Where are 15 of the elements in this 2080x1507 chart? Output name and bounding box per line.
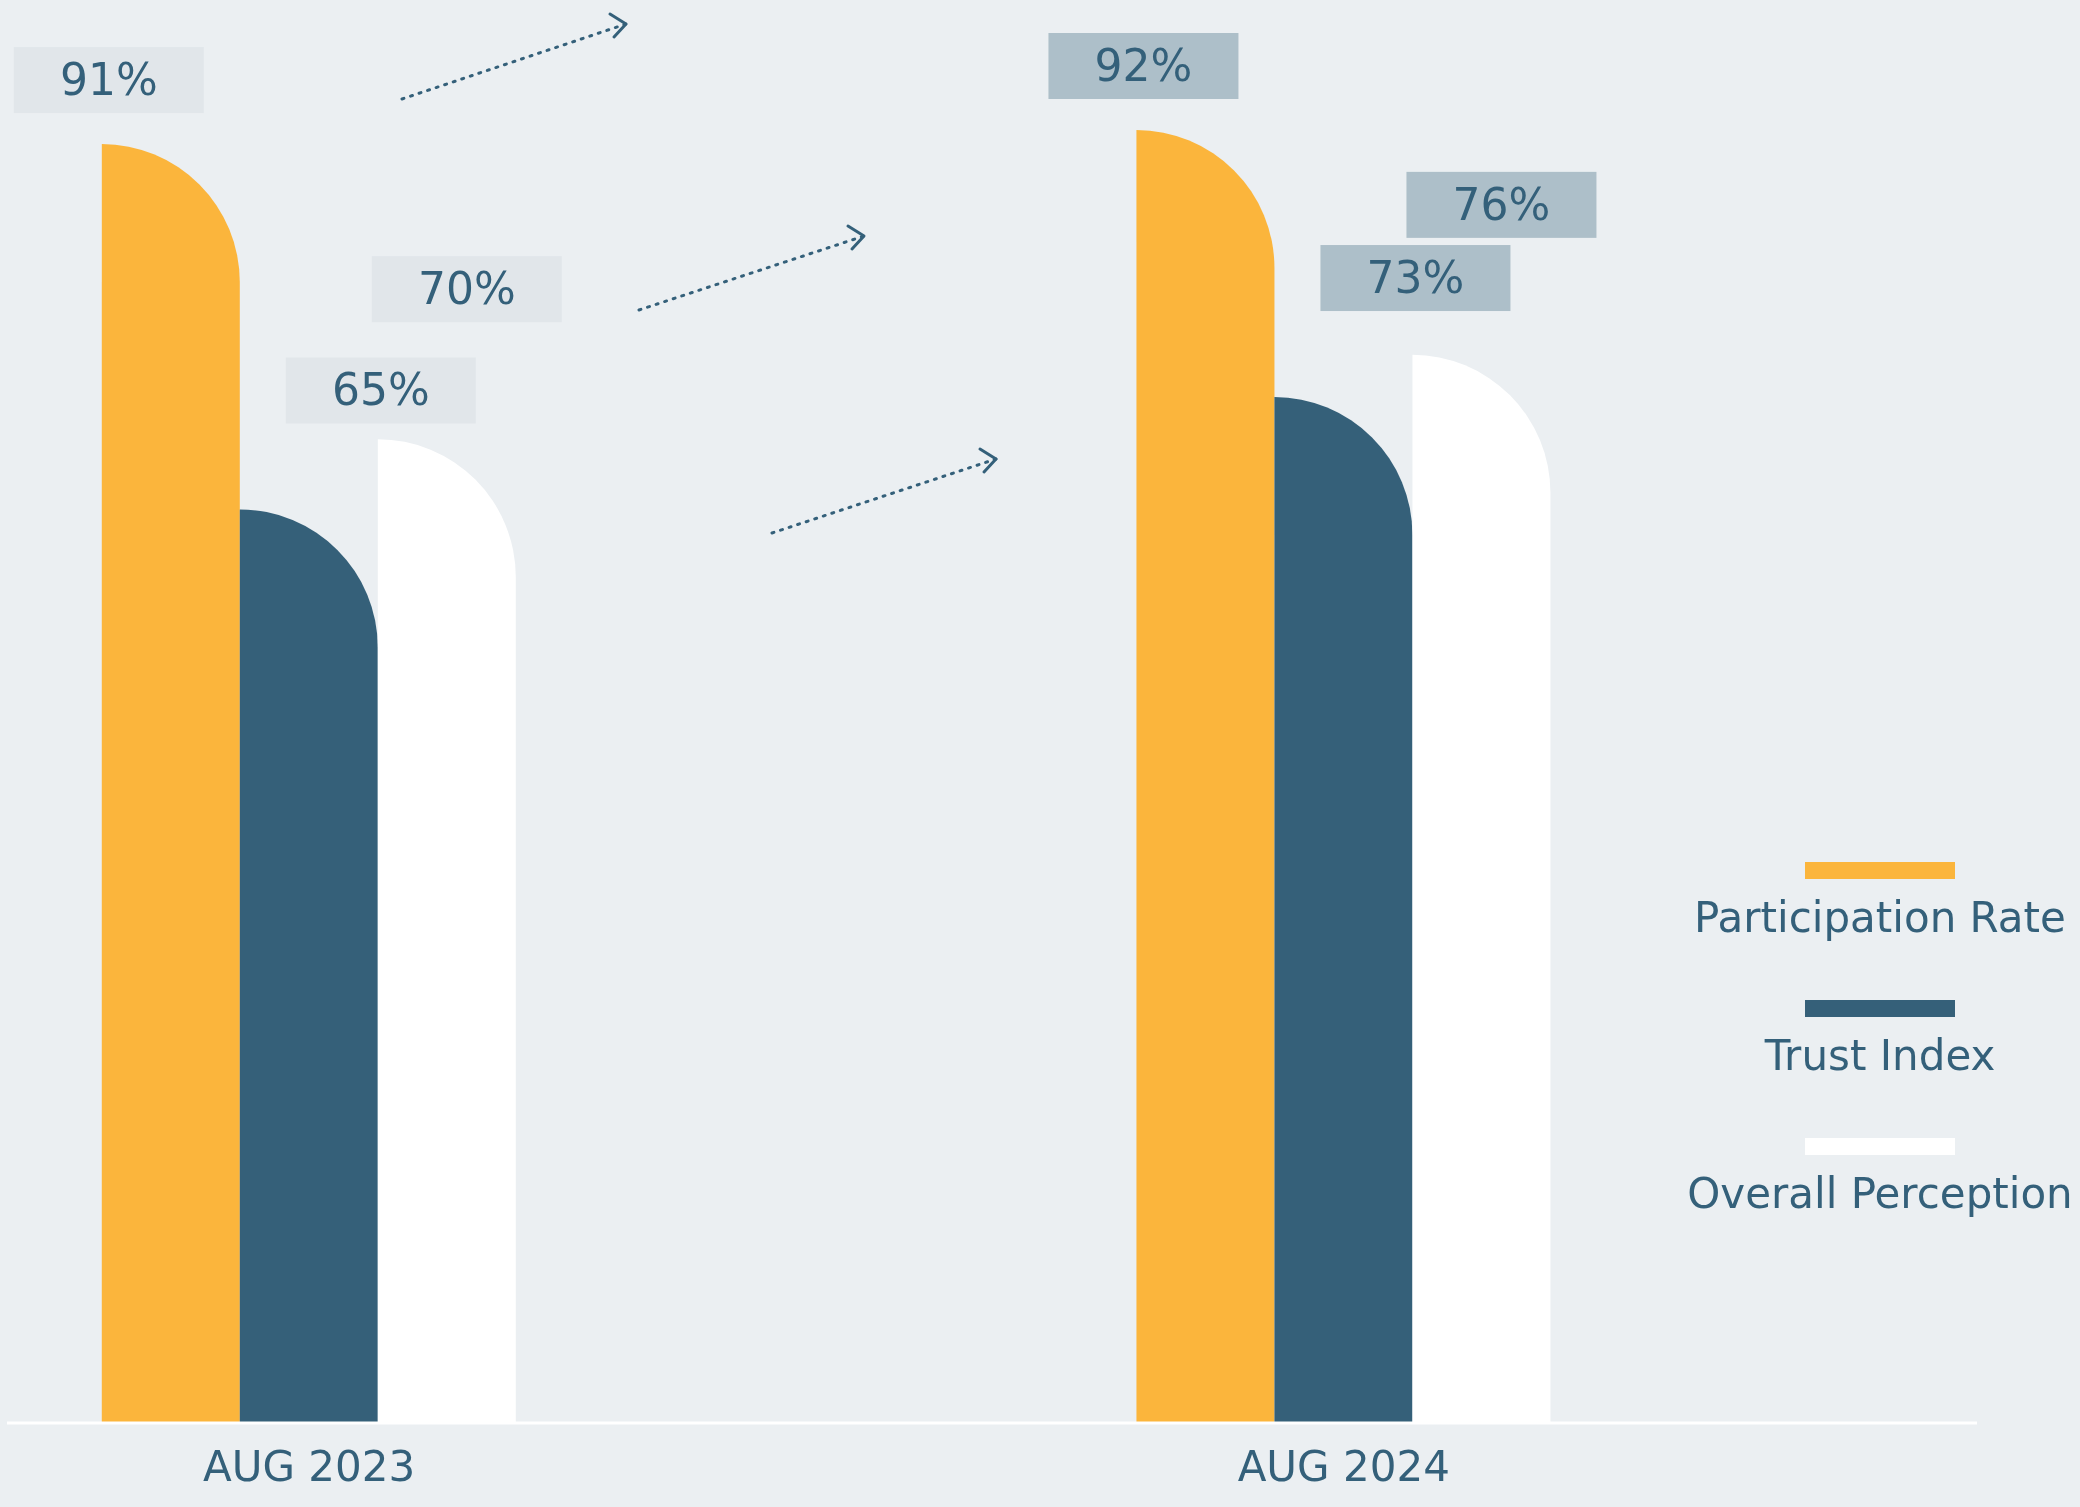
data-label: 91% [59, 54, 158, 106]
legend-label: Overall Perception [1687, 1169, 2073, 1218]
bar [1274, 397, 1413, 1423]
legend-label: Participation Rate [1694, 893, 2066, 942]
bar [239, 509, 378, 1423]
data-label: 76% [1452, 178, 1551, 230]
bar [101, 144, 240, 1423]
x-tick-label: AUG 2023 [202, 1441, 416, 1491]
data-label: 73% [1366, 252, 1465, 304]
data-label: 70% [417, 263, 516, 315]
x-tick-label: AUG 2024 [1237, 1441, 1450, 1491]
data-label: 92% [1094, 40, 1193, 91]
data-label: 65% [331, 364, 430, 416]
bar [1136, 130, 1275, 1423]
legend-label: Trust Index [1764, 1031, 1996, 1080]
